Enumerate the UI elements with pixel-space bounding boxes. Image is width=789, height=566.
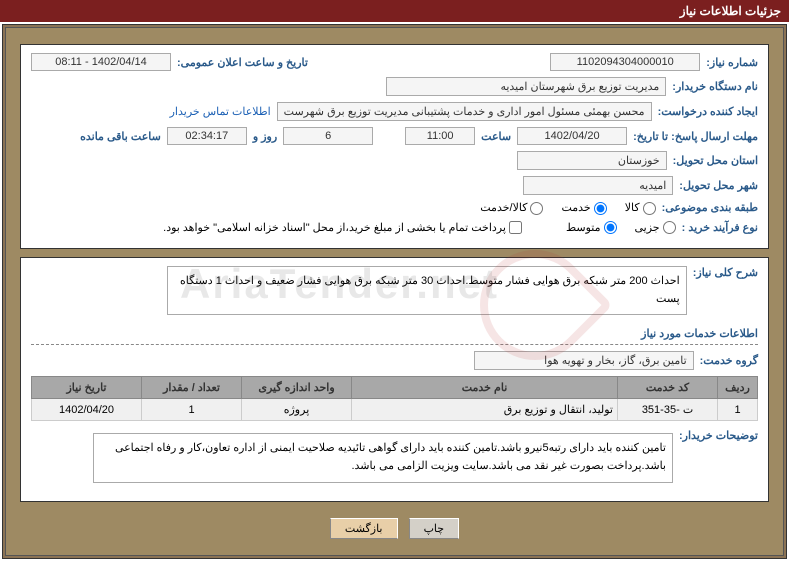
announce-date-label: تاریخ و ساعت اعلان عمومی: [177,56,308,69]
row-need-number: شماره نیاز: 1102094304000010 تاریخ و ساع… [31,53,758,71]
row-purchase-type: نوع فرآیند خرید : جزیی متوسط پرداخت تمام… [31,221,758,235]
title-text: جزئیات اطلاعات نیاز [680,4,781,18]
table-row: 1 ت -35-351 تولید، انتقال و توزیع برق پر… [32,399,758,421]
need-desc-label: شرح کلی نیاز: [693,266,758,279]
th-code: کد خدمت [618,377,718,399]
purchase-type-label: نوع فرآیند خرید : [682,221,758,234]
category-radio-service[interactable] [594,202,607,215]
td-qty: 1 [142,399,242,421]
buyer-org-label: نام دستگاه خریدار: [672,80,758,93]
category-opt-goods[interactable]: کالا [625,201,656,215]
row-need-desc: شرح کلی نیاز: احداث 200 متر شبکه برق هوا… [31,266,758,315]
treasury-checkbox-wrap[interactable]: پرداخت تمام یا بخشی از مبلغ خرید،از محل … [163,221,522,235]
buyer-notes-label: توضیحات خریدار: [679,429,758,442]
outer-frame: شماره نیاز: 1102094304000010 تاریخ و ساع… [2,24,787,559]
service-group-label: گروه خدمت: [700,354,758,367]
row-city: شهر محل تحویل: امیدیه [31,176,758,195]
category-opt-service[interactable]: خدمت [561,201,606,215]
th-name: نام خدمت [352,377,618,399]
purchase-opt-medium[interactable]: متوسط [566,221,617,235]
title-bar: جزئیات اطلاعات نیاز [0,0,789,22]
category-opt-both[interactable]: کالا/خدمت [480,201,543,215]
need-number-label: شماره نیاز: [706,56,758,69]
th-unit: واحد اندازه گیری [242,377,352,399]
services-header: اطلاعات خدمات مورد نیاز [31,323,758,345]
buyer-contact-link[interactable]: اطلاعات تماس خریدار [170,105,271,118]
service-group-value: تامین برق، گاز، بخار و تهویه هوا [474,351,694,370]
td-date: 1402/04/20 [32,399,142,421]
city-label: شهر محل تحویل: [679,179,758,192]
th-row: ردیف [718,377,758,399]
desc-section: شرح کلی نیاز: احداث 200 متر شبکه برق هوا… [20,257,769,501]
row-requester: ایجاد کننده درخواست: محسن بهمئی مسئول ام… [31,102,758,121]
row-province: استان محل تحویل: خوزستان [31,151,758,170]
city-value: امیدیه [523,176,673,195]
main-form-section: شماره نیاز: 1102094304000010 تاریخ و ساع… [20,44,769,249]
row-category: طبقه بندی موضوعی: کالا خدمت کالا/خدمت [31,201,758,215]
td-row: 1 [718,399,758,421]
back-button[interactable]: بازگشت [330,518,398,539]
print-button[interactable]: چاپ [409,518,460,539]
button-row: چاپ بازگشت [14,510,775,547]
th-qty: تعداد / مقدار [142,377,242,399]
deadline-date: 1402/04/20 [517,127,627,145]
td-code: ت -35-351 [618,399,718,421]
deadline-days-label: روز و [253,130,277,143]
deadline-label: مهلت ارسال پاسخ: تا تاریخ: [633,130,758,143]
category-radio-goods[interactable] [643,202,656,215]
category-radio-both[interactable] [530,202,543,215]
table-header-row: ردیف کد خدمت نام خدمت واحد اندازه گیری ت… [32,377,758,399]
row-service-group: گروه خدمت: تامین برق، گاز، بخار و تهویه … [31,351,758,370]
province-label: استان محل تحویل: [673,154,758,167]
treasury-checkbox[interactable] [509,221,522,234]
announce-date-value: 1402/04/14 - 08:11 [31,53,171,71]
services-table: ردیف کد خدمت نام خدمت واحد اندازه گیری ت… [31,376,758,421]
td-name: تولید، انتقال و توزیع برق [352,399,618,421]
row-buyer-notes: توضیحات خریدار: تامین کننده باید دارای ر… [31,429,758,486]
deadline-time-label: ساعت [481,130,511,143]
deadline-remaining: 02:34:17 [167,127,247,145]
th-date: تاریخ نیاز [32,377,142,399]
category-label: طبقه بندی موضوعی: [662,201,758,214]
deadline-remaining-label: ساعت باقی مانده [80,130,161,143]
deadline-time: 11:00 [405,127,475,145]
requester-value: محسن بهمئی مسئول امور اداری و خدمات پشتی… [277,102,652,121]
buyer-notes-value: تامین کننده باید دارای رتبه5نیرو باشد.تا… [93,433,673,482]
row-deadline: مهلت ارسال پاسخ: تا تاریخ: 1402/04/20 سا… [31,127,758,145]
purchase-opt-minor[interactable]: جزیی [635,221,676,235]
need-desc-value: احداث 200 متر شبکه برق هوایی فشار متوسط.… [167,266,687,315]
deadline-days: 6 [283,127,373,145]
row-buyer-org: نام دستگاه خریدار: مدیریت توزیع برق شهرس… [31,77,758,96]
purchase-radio-minor[interactable] [663,221,676,234]
purchase-radio-medium[interactable] [604,221,617,234]
requester-label: ایجاد کننده درخواست: [658,105,758,118]
buyer-org-value: مدیریت توزیع برق شهرستان امیدیه [386,77,666,96]
province-value: خوزستان [517,151,667,170]
need-number-value: 1102094304000010 [550,53,700,71]
td-unit: پروژه [242,399,352,421]
inner-panel: شماره نیاز: 1102094304000010 تاریخ و ساع… [5,27,784,556]
